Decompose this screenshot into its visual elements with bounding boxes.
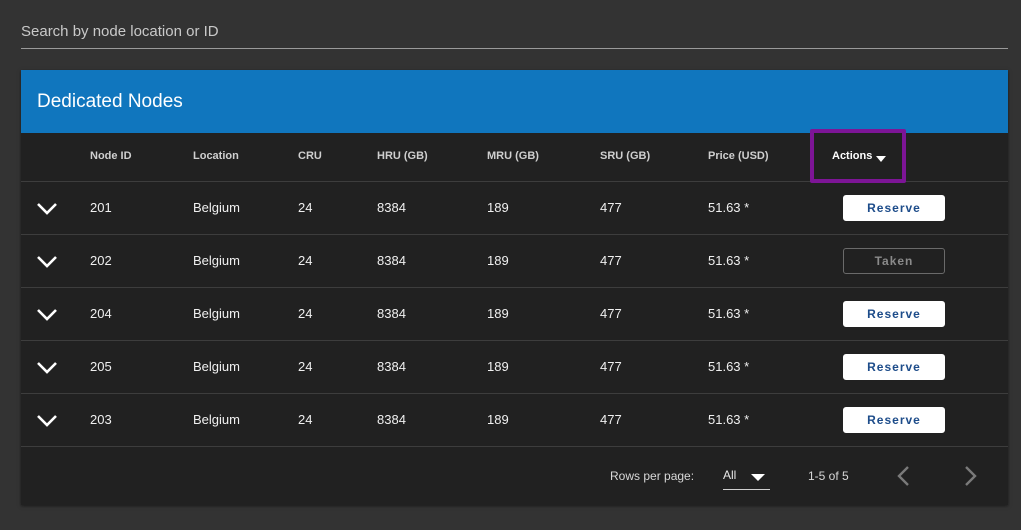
table-footer: Rows per page: All 1-5 of 5 bbox=[21, 446, 1008, 505]
cell-node-id: 202 bbox=[90, 253, 112, 268]
cell-sru: 477 bbox=[600, 306, 622, 321]
cell-hru: 8384 bbox=[377, 200, 406, 215]
column-header-actions[interactable]: Actions bbox=[810, 129, 906, 183]
chevron-down-icon[interactable] bbox=[35, 198, 59, 218]
cell-location: Belgium bbox=[193, 253, 240, 268]
cell-price: 51.63 * bbox=[708, 359, 750, 374]
column-header-sru[interactable]: SRU (GB) bbox=[600, 150, 651, 162]
cell-node-id: 203 bbox=[90, 412, 112, 427]
table-row: 202 Belgium 24 8384 189 477 51.63 * Take… bbox=[21, 235, 1008, 288]
cell-price: 51.63 * bbox=[708, 200, 750, 215]
cell-location: Belgium bbox=[193, 359, 240, 374]
cell-sru: 477 bbox=[600, 200, 622, 215]
chevron-right-icon[interactable] bbox=[958, 463, 982, 489]
cell-location: Belgium bbox=[193, 412, 240, 427]
cell-hru: 8384 bbox=[377, 306, 406, 321]
cell-price: 51.63 * bbox=[708, 306, 750, 321]
table-row: 205 Belgium 24 8384 189 477 51.63 * Rese… bbox=[21, 341, 1008, 394]
reserve-button[interactable]: Reserve bbox=[843, 195, 945, 221]
cell-sru: 477 bbox=[600, 253, 622, 268]
cell-sru: 477 bbox=[600, 359, 622, 374]
dedicated-nodes-card: Dedicated Nodes Node ID Location CRU HRU… bbox=[21, 70, 1008, 505]
cell-hru: 8384 bbox=[377, 412, 406, 427]
caret-down-icon bbox=[751, 474, 765, 481]
cell-node-id: 204 bbox=[90, 306, 112, 321]
column-header-hru[interactable]: HRU (GB) bbox=[377, 150, 428, 162]
pagination-range: 1-5 of 5 bbox=[808, 469, 849, 483]
cell-mru: 189 bbox=[487, 306, 509, 321]
reserve-button[interactable]: Reserve bbox=[843, 407, 945, 433]
cell-location: Belgium bbox=[193, 306, 240, 321]
column-header-cru[interactable]: CRU bbox=[298, 150, 322, 162]
cell-mru: 189 bbox=[487, 359, 509, 374]
cell-cru: 24 bbox=[298, 359, 313, 374]
nodes-table: Node ID Location CRU HRU (GB) MRU (GB) S… bbox=[21, 129, 1008, 447]
taken-button: Taken bbox=[843, 248, 945, 274]
cell-cru: 24 bbox=[298, 200, 313, 215]
cell-sru: 477 bbox=[600, 412, 622, 427]
column-header-node-id[interactable]: Node ID bbox=[90, 150, 132, 162]
cell-hru: 8384 bbox=[377, 253, 406, 268]
rows-per-page-select[interactable]: All bbox=[723, 463, 770, 490]
search-input[interactable] bbox=[21, 16, 1008, 47]
rows-per-page-label: Rows per page: bbox=[610, 469, 695, 483]
column-header-price[interactable]: Price (USD) bbox=[708, 150, 769, 162]
chevron-down-icon[interactable] bbox=[35, 304, 59, 324]
table-row: 204 Belgium 24 8384 189 477 51.63 * Rese… bbox=[21, 288, 1008, 341]
card-header: Dedicated Nodes bbox=[21, 70, 1008, 133]
column-header-actions-label: Actions bbox=[832, 150, 873, 162]
cell-location: Belgium bbox=[193, 200, 240, 215]
sort-down-icon bbox=[876, 156, 886, 162]
cell-hru: 8384 bbox=[377, 359, 406, 374]
table-row: 203 Belgium 24 8384 189 477 51.63 * Rese… bbox=[21, 394, 1008, 447]
column-header-mru[interactable]: MRU (GB) bbox=[487, 150, 539, 162]
reserve-button[interactable]: Reserve bbox=[843, 354, 945, 380]
cell-price: 51.63 * bbox=[708, 412, 750, 427]
chevron-down-icon[interactable] bbox=[35, 357, 59, 377]
table-header-row: Node ID Location CRU HRU (GB) MRU (GB) S… bbox=[21, 129, 1008, 183]
reserve-button[interactable]: Reserve bbox=[843, 301, 945, 327]
card-title: Dedicated Nodes bbox=[37, 91, 183, 112]
cell-cru: 24 bbox=[298, 253, 313, 268]
table-row: 201 Belgium 24 8384 189 477 51.63 * Rese… bbox=[21, 182, 1008, 235]
column-header-location[interactable]: Location bbox=[193, 150, 239, 162]
search-field[interactable] bbox=[21, 16, 1008, 49]
rows-per-page-value: All bbox=[723, 468, 737, 482]
cell-node-id: 201 bbox=[90, 200, 112, 215]
chevron-down-icon[interactable] bbox=[35, 410, 59, 430]
cell-price: 51.63 * bbox=[708, 253, 750, 268]
cell-node-id: 205 bbox=[90, 359, 112, 374]
chevron-down-icon[interactable] bbox=[35, 251, 59, 271]
cell-cru: 24 bbox=[298, 306, 313, 321]
chevron-left-icon[interactable] bbox=[892, 463, 916, 489]
cell-mru: 189 bbox=[487, 253, 509, 268]
cell-cru: 24 bbox=[298, 412, 313, 427]
cell-mru: 189 bbox=[487, 200, 509, 215]
cell-mru: 189 bbox=[487, 412, 509, 427]
